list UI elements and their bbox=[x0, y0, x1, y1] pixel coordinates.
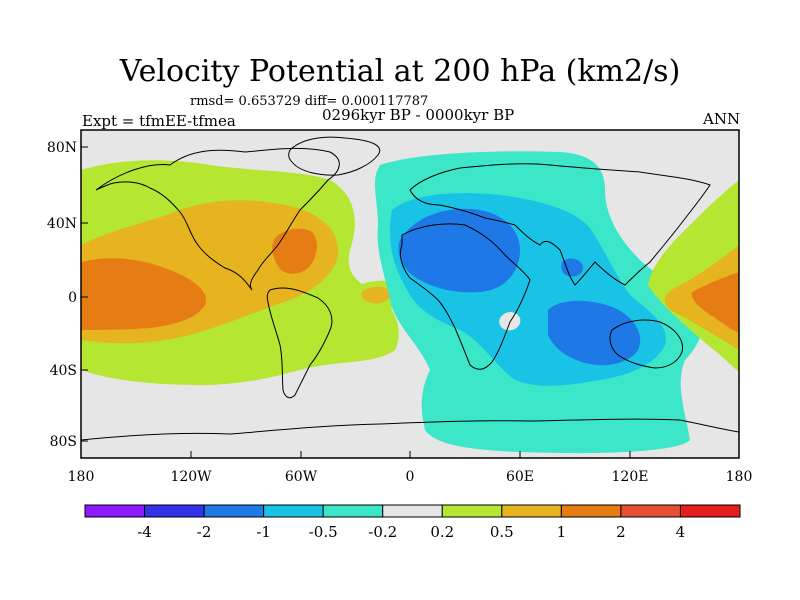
colorbar-swatch bbox=[203, 504, 265, 518]
lon-label: 120E bbox=[612, 469, 649, 485]
field-neutral-hole bbox=[499, 312, 521, 331]
colorbar-label: 2 bbox=[616, 523, 626, 541]
colorbar-swatch bbox=[560, 504, 622, 518]
lat-label: 0 bbox=[68, 290, 77, 306]
field-orange-west-pacific bbox=[81, 258, 206, 330]
colorbar-swatch bbox=[679, 504, 741, 518]
field-blue-africa bbox=[398, 208, 520, 293]
coastline-africa bbox=[399, 223, 531, 370]
lon-label: 120W bbox=[170, 469, 212, 485]
colorbar-label: 1 bbox=[557, 523, 567, 541]
longitude-ticks: 180 120W 60W 0 60E 120E 180 bbox=[68, 451, 753, 485]
colorbar-swatch bbox=[263, 504, 324, 518]
coastline-greenland bbox=[288, 136, 381, 176]
colorbar-label: 0.5 bbox=[490, 523, 514, 541]
latitude-ticks: 80N 40N 0 40S 80S bbox=[47, 140, 88, 450]
colorbar-label: -0.2 bbox=[368, 523, 397, 541]
field-orange-east bbox=[691, 272, 739, 333]
lon-label: 0 bbox=[406, 469, 415, 485]
colorbar-swatch bbox=[441, 504, 503, 518]
season-label: ANN bbox=[703, 110, 741, 128]
field-blue-indian-ocean bbox=[548, 300, 641, 366]
lat-label: 40N bbox=[47, 216, 77, 232]
colorbar-swatch bbox=[501, 504, 562, 518]
colorbar-label: -0.5 bbox=[309, 523, 338, 541]
colorbar-label: 0.2 bbox=[430, 523, 454, 541]
stats-text: rmsd= 0.653729 diff= 0.000117787 bbox=[190, 94, 429, 109]
coastline-antarctica bbox=[80, 418, 740, 441]
map-area bbox=[80, 129, 740, 459]
lat-label: 40S bbox=[50, 363, 77, 379]
coastline-north-america bbox=[95, 147, 340, 291]
coastline-australia bbox=[609, 319, 684, 369]
lat-label: 80N bbox=[47, 140, 77, 156]
colorbar-label: -2 bbox=[197, 523, 212, 541]
coastline-eurasia bbox=[409, 163, 711, 286]
coastline-south-america bbox=[266, 287, 333, 399]
colorbar-label: 4 bbox=[676, 523, 686, 541]
colorbar-swatch bbox=[84, 504, 146, 518]
colorbar-swatch bbox=[144, 504, 205, 518]
colorbar-swatch bbox=[382, 504, 443, 518]
colorbar-swatch bbox=[322, 504, 384, 518]
field-orange-west-caribbean bbox=[272, 228, 317, 274]
lon-label: 60W bbox=[285, 469, 318, 485]
period-label: 0296kyr BP - 0000kyr BP bbox=[322, 106, 515, 124]
colorbar: -4 -2 -1 -0.5 -0.2 0.2 0.5 1 2 4 bbox=[84, 504, 741, 541]
lon-label: 60E bbox=[506, 469, 534, 485]
experiment-label: Expt = tfmEE-tfmea bbox=[82, 112, 236, 130]
field-blue-india bbox=[561, 258, 584, 277]
lat-label: 80S bbox=[50, 434, 77, 450]
lon-label: 180 bbox=[68, 469, 95, 485]
plot-title: Velocity Potential at 200 hPa (km2/s) bbox=[119, 54, 681, 89]
colorbar-label: -4 bbox=[137, 523, 152, 541]
colorbar-label: -1 bbox=[256, 523, 271, 541]
field-yellow-atlantic bbox=[361, 286, 391, 304]
colorbar-swatch bbox=[620, 504, 681, 518]
lon-label: 180 bbox=[726, 469, 753, 485]
